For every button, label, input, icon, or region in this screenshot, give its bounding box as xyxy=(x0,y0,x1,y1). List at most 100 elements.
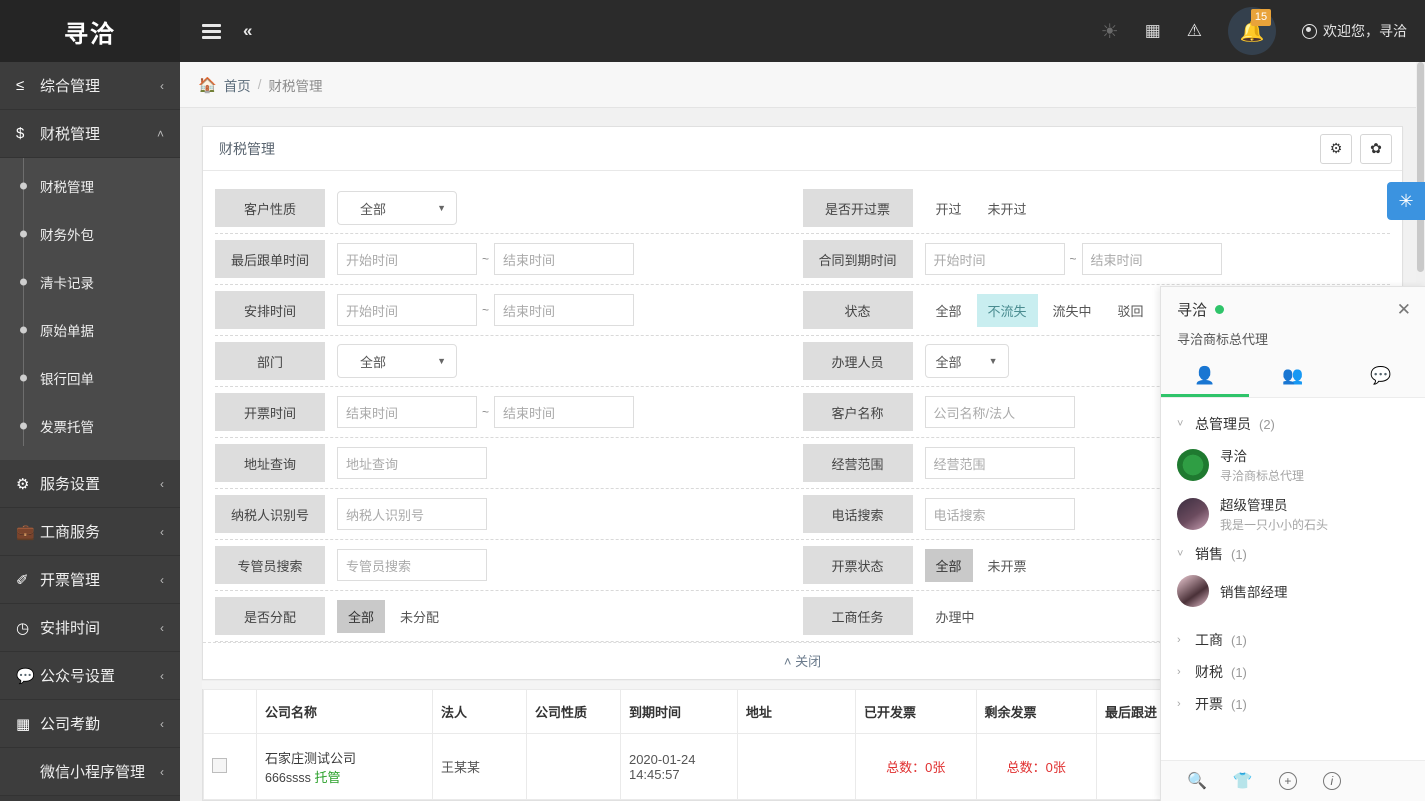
option-invoiced-yes[interactable]: 开过 xyxy=(924,191,973,225)
row-checkbox-cell[interactable] xyxy=(202,733,258,800)
address-input[interactable]: 地址查询 xyxy=(337,447,487,479)
phone-search-input[interactable]: 电话搜索 xyxy=(924,498,1075,530)
option-assigned-unassigned[interactable]: 未分配 xyxy=(389,599,451,633)
group-finance[interactable]: › 财税 (1) xyxy=(1161,656,1425,688)
invoice-time-end-input[interactable]: 结束时间 xyxy=(494,396,635,428)
taxpayer-id-input[interactable]: 纳税人识别号 xyxy=(337,498,487,530)
user-menu[interactable]: 欢迎您，寻洽 xyxy=(1302,21,1407,41)
option-status-losing[interactable]: 流失中 xyxy=(1041,293,1103,327)
option-status-not-lost[interactable]: 不流失 xyxy=(976,293,1038,327)
sidebar-item-finance[interactable]: $ 财税管理 ˄ xyxy=(0,110,180,158)
option-invoice-status-all[interactable]: 全部 xyxy=(924,548,973,582)
filter-business-scope: 经营范围 经营范围 xyxy=(802,438,1391,488)
column-settings-button[interactable]: ⚙ xyxy=(1320,133,1352,164)
sidebar-subitem-card-records[interactable]: 清卡记录 xyxy=(0,258,180,306)
contract-expiry-start-input[interactable]: 开始时间 xyxy=(924,243,1065,275)
shirt-icon[interactable]: 👕 xyxy=(1232,773,1253,790)
sidebar-subitem-finance-mgmt[interactable]: 财税管理 xyxy=(0,162,180,210)
filter-phone-search: 电话搜索 电话搜索 xyxy=(802,489,1391,539)
col-due: 到期时间 xyxy=(619,689,738,734)
horizontal-scrollbar[interactable] xyxy=(202,680,1403,689)
sidebar-item-business-service[interactable]: 💼 工商服务 ‹ xyxy=(0,508,180,556)
sidebar-item-service-settings[interactable]: ⚙ 服务设置 ‹ xyxy=(0,460,180,508)
cell-address xyxy=(736,733,856,800)
close-icon[interactable]: ✕ xyxy=(1396,300,1411,319)
collapse-sidebar-icon[interactable]: « xyxy=(243,21,253,40)
briefcase-icon: 💼 xyxy=(16,523,35,541)
breadcrumb-current: 财税管理 xyxy=(268,78,323,94)
sidebar-label: 公众号设置 xyxy=(40,668,116,685)
option-status-rejected[interactable]: 驳回 xyxy=(1106,293,1155,327)
tag-icon: ✐ xyxy=(16,571,29,589)
customer-name-input[interactable]: 公司名称/法人 xyxy=(924,396,1075,428)
specialist-search-input[interactable]: 专管员搜索 xyxy=(337,549,487,581)
scrollbar-thumb[interactable] xyxy=(1417,62,1424,272)
chevron-down-icon: ˅ xyxy=(1177,418,1184,430)
option-assigned-all[interactable]: 全部 xyxy=(337,599,386,633)
contract-expiry-end-input[interactable]: 结束时间 xyxy=(1081,243,1222,275)
sidebar-subitem-invoice-custody[interactable]: 发票托管 xyxy=(0,402,180,450)
warning-icon[interactable]: ⚠ xyxy=(1186,21,1202,40)
tab-messages[interactable]: 💬 xyxy=(1337,356,1425,397)
department-select[interactable]: 全部 ▼ xyxy=(337,344,457,378)
collapse-label: 关闭 xyxy=(795,654,822,669)
sidebar-subitem-outsourcing[interactable]: 财务外包 xyxy=(0,210,180,258)
invoice-time-start-input[interactable]: 结束时间 xyxy=(337,396,477,428)
contact-item[interactable]: 超级管理员 我是一只小小的石头 xyxy=(1161,489,1425,538)
breadcrumb-home[interactable]: 首页 xyxy=(223,78,251,94)
filter-label: 客户性质 xyxy=(215,189,325,227)
page-title: 财税管理 xyxy=(219,140,275,157)
group-business[interactable]: › 工商 (1) xyxy=(1161,624,1425,656)
qrcode-icon[interactable]: ▦ xyxy=(1144,21,1161,40)
filter-has-invoiced: 是否开过票 开过 未开过 xyxy=(802,183,1391,233)
handler-select[interactable]: 全部 ▼ xyxy=(924,344,1009,378)
group-invoice[interactable]: › 开票 (1) xyxy=(1161,688,1425,720)
chat-bubble-icon: 💬 xyxy=(1370,366,1392,385)
sidebar-item-miniprogram[interactable]: 微信小程序管理 ‹ xyxy=(0,748,180,796)
panel-settings-button[interactable]: ✿ xyxy=(1360,133,1392,164)
chevron-left-icon: ‹ xyxy=(160,572,164,587)
group-sales[interactable]: ˅ 销售 (1) xyxy=(1161,538,1425,570)
sidebar-item-invoice-mgmt[interactable]: ✐ 开票管理 ‹ xyxy=(0,556,180,604)
last-followup-end-input[interactable]: 结束时间 xyxy=(494,243,635,275)
chevron-left-icon: ‹ xyxy=(160,668,164,683)
info-icon[interactable]: i xyxy=(1322,772,1341,790)
contact-item[interactable]: 销售部经理 xyxy=(1161,570,1425,612)
sidebar-item-official-account[interactable]: 💬 公众号设置 ‹ xyxy=(0,652,180,700)
bell-icon: 🔔 xyxy=(1239,20,1265,43)
tab-contacts[interactable]: 👤 xyxy=(1161,356,1249,397)
chevron-right-icon: › xyxy=(1177,666,1181,678)
home-icon[interactable]: 🏠 xyxy=(198,76,217,94)
sidebar-item-schedule-time[interactable]: ◷ 安排时间 ‹ xyxy=(0,604,180,652)
chevron-left-icon: ‹ xyxy=(160,476,164,491)
notification-bell-button[interactable]: 🔔 15 xyxy=(1228,7,1276,55)
sidebar-subitem-original-docs[interactable]: 原始单据 xyxy=(0,306,180,354)
option-invoiced-no[interactable]: 未开过 xyxy=(976,191,1038,225)
clock-icon: ◷ xyxy=(16,619,30,637)
schedule-end-input[interactable]: 结束时间 xyxy=(494,294,635,326)
option-invoice-status-uninvoiced[interactable]: 未开票 xyxy=(976,548,1038,582)
schedule-start-input[interactable]: 开始时间 xyxy=(337,294,477,326)
filter-row: 纳税人识别号 纳税人识别号 电话搜索 电话搜索 xyxy=(215,489,1390,540)
sidebar-subitem-bank-receipts[interactable]: 银行回单 xyxy=(0,354,180,402)
sidebar-item-comprehensive[interactable]: ≤ 综合管理 ‹ xyxy=(0,62,180,110)
filter-last-followup-time: 最后跟单时间 开始时间 ~ 结束时间 xyxy=(215,234,803,284)
floating-action-button[interactable]: ✳ xyxy=(1387,182,1425,220)
option-task-processing[interactable]: 办理中 xyxy=(924,599,986,633)
asterisk-icon: ✳ xyxy=(1398,190,1414,211)
customer-nature-select[interactable]: 全部 ▼ xyxy=(337,191,457,225)
row-checkbox[interactable] xyxy=(212,757,227,773)
menu-toggle-icon[interactable] xyxy=(202,21,221,42)
search-icon[interactable]: 🔍 xyxy=(1187,773,1207,790)
group-admins[interactable]: ˅ 总管理员 (2) xyxy=(1161,408,1425,440)
filter-row: 开票时间 结束时间 ~ 结束时间 客户名称 公司名称/法人 xyxy=(215,387,1390,438)
add-icon[interactable]: + xyxy=(1278,772,1297,790)
brand-logo[interactable]: 寻洽 xyxy=(0,0,180,62)
tab-groups[interactable]: 👥 xyxy=(1249,356,1337,397)
contact-item[interactable]: 寻洽 寻洽商标总代理 xyxy=(1161,440,1425,489)
sidebar-item-attendance[interactable]: ▦ 公司考勤 ‹ xyxy=(0,700,180,748)
last-followup-start-input[interactable]: 开始时间 xyxy=(337,243,477,275)
option-status-all[interactable]: 全部 xyxy=(924,293,973,327)
business-scope-input[interactable]: 经营范围 xyxy=(924,447,1075,479)
theme-sun-icon[interactable]: ☀ xyxy=(1100,20,1119,43)
